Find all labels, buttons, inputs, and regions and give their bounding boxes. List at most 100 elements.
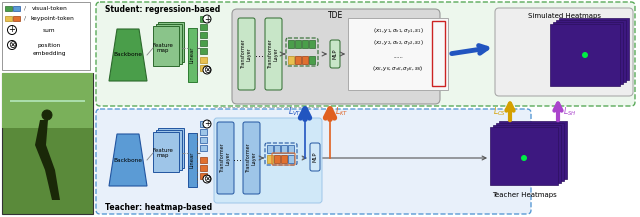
Bar [302, 56, 308, 64]
Bar [200, 40, 207, 46]
Text: Backbone: Backbone [113, 158, 143, 163]
Text: Backbone: Backbone [113, 53, 143, 58]
Bar [200, 48, 207, 54]
Bar [295, 56, 301, 64]
FancyBboxPatch shape [310, 143, 320, 171]
Bar [200, 173, 207, 179]
Text: Transformer
Layer: Transformer Layer [241, 39, 252, 69]
Bar [432, 21, 445, 86]
Bar [288, 40, 294, 48]
Bar [288, 145, 294, 153]
Text: +: + [8, 26, 15, 35]
Bar [309, 56, 315, 64]
Bar [309, 40, 315, 48]
Bar [5, 16, 12, 21]
Text: $(x_1,y_1,\sigma_{x1},\sigma_{y1},s_1)$: $(x_1,y_1,\sigma_{x1},\sigma_{y1},s_1)$ [372, 27, 424, 37]
Bar [200, 137, 207, 143]
Bar [200, 32, 207, 38]
Text: ⊗: ⊗ [203, 174, 211, 184]
Bar [200, 16, 207, 22]
Circle shape [8, 41, 17, 49]
Bar [302, 40, 308, 48]
Bar [158, 22, 184, 62]
Bar [188, 28, 197, 82]
Bar [5, 6, 12, 11]
FancyBboxPatch shape [217, 122, 234, 194]
Text: sum: sum [43, 28, 55, 33]
Text: +: + [204, 15, 210, 23]
Bar [153, 132, 179, 172]
Bar [200, 165, 207, 171]
Bar [499, 121, 567, 179]
Text: Transformer
Layer: Transformer Layer [268, 39, 278, 69]
Bar [200, 157, 207, 163]
Text: ......: ...... [393, 54, 403, 59]
Text: Feature
map: Feature map [152, 43, 173, 53]
Text: ⊗: ⊗ [203, 65, 211, 75]
Text: embedding: embedding [32, 51, 66, 56]
Bar [10, 100, 85, 102]
Text: position: position [37, 43, 61, 48]
Bar [2, 73, 93, 128]
Bar [288, 56, 294, 64]
Text: ...: ... [255, 49, 264, 59]
Text: Simulated Heatmaps: Simulated Heatmaps [527, 13, 600, 19]
Circle shape [8, 26, 17, 35]
Circle shape [203, 175, 211, 183]
FancyBboxPatch shape [243, 122, 260, 194]
Bar [153, 26, 179, 66]
Circle shape [521, 155, 527, 161]
FancyBboxPatch shape [214, 118, 322, 203]
Polygon shape [109, 134, 147, 186]
Text: $(x_2,y_2,\sigma_{x2},\sigma_{y2},s_2)$: $(x_2,y_2,\sigma_{x2},\sigma_{y2},s_2)$ [372, 39, 424, 49]
FancyBboxPatch shape [232, 9, 440, 104]
Bar [2, 73, 93, 214]
Bar [281, 145, 287, 153]
Bar [267, 155, 273, 163]
Bar [200, 129, 207, 135]
Circle shape [203, 66, 211, 74]
Bar [556, 20, 626, 82]
Text: Student: regression-based: Student: regression-based [105, 5, 220, 13]
Text: $L_{KT}$: $L_{KT}$ [335, 106, 349, 118]
Circle shape [42, 110, 52, 120]
Bar [493, 125, 561, 183]
Bar [281, 155, 287, 163]
Bar [553, 22, 623, 84]
Circle shape [203, 15, 211, 23]
Bar [490, 127, 558, 185]
FancyBboxPatch shape [96, 2, 635, 106]
Circle shape [582, 52, 588, 58]
Text: $L_{CS}$: $L_{CS}$ [493, 106, 507, 118]
Bar [13, 16, 20, 21]
Text: +: + [204, 120, 210, 128]
Bar [559, 18, 629, 80]
Bar [288, 155, 294, 163]
Bar [188, 133, 197, 187]
Bar [274, 155, 280, 163]
Text: MLP: MLP [333, 49, 337, 59]
Text: MLP: MLP [312, 152, 317, 162]
Text: /: / [24, 6, 26, 11]
Bar [158, 128, 184, 168]
Bar [156, 130, 182, 170]
Text: $L_{VT}$: $L_{VT}$ [288, 106, 302, 118]
FancyBboxPatch shape [495, 8, 633, 96]
Bar [274, 145, 280, 153]
Text: Teacher: heatmap-based: Teacher: heatmap-based [105, 204, 212, 212]
Bar [550, 24, 620, 86]
Bar [13, 6, 20, 11]
Text: ...: ... [234, 153, 243, 163]
Bar [348, 18, 448, 90]
FancyBboxPatch shape [265, 18, 282, 90]
Text: $(x_K,y_K,\sigma_{xK},\sigma_{yK},s_K)$: $(x_K,y_K,\sigma_{xK},\sigma_{yK},s_K)$ [372, 65, 424, 75]
Bar [156, 24, 182, 64]
Bar [200, 57, 207, 63]
Bar [200, 65, 207, 71]
Text: /: / [24, 16, 26, 21]
FancyBboxPatch shape [96, 109, 531, 214]
Polygon shape [35, 120, 60, 200]
Circle shape [203, 120, 211, 128]
Text: keypoint-token: keypoint-token [30, 16, 74, 21]
Bar [2, 2, 90, 70]
